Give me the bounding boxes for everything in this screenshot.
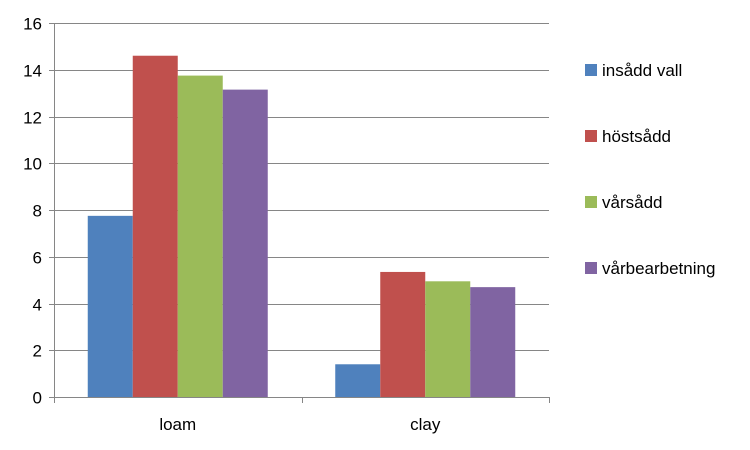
y-tick-label: 2 — [33, 342, 42, 361]
legend-label: insådd vall — [602, 61, 682, 80]
bar-loam-3 — [177, 75, 223, 397]
x-tick-labels: loam clay — [159, 415, 441, 434]
bar-loam-2 — [132, 55, 178, 397]
legend-label: vårsådd — [602, 193, 662, 212]
legend-swatch — [585, 262, 597, 274]
axes — [49, 23, 550, 403]
y-tick-label: 8 — [33, 202, 42, 221]
legend-swatch — [585, 64, 597, 76]
y-tick-label: 10 — [23, 155, 42, 174]
legend-label: höstsådd — [602, 127, 671, 146]
legend: insådd vall höstsådd vårsådd vårbearbetning — [585, 61, 715, 278]
x-tick-label: clay — [410, 415, 441, 434]
bar-loam-4 — [222, 89, 268, 398]
bar-clay-4 — [470, 287, 516, 397]
y-tick-label: 0 — [33, 389, 42, 408]
y-tick-label: 16 — [23, 15, 42, 34]
bar-loam-1 — [87, 215, 133, 397]
bar-clay-2 — [380, 271, 426, 397]
bars — [87, 55, 516, 398]
legend-swatch — [585, 196, 597, 208]
y-tick-label: 6 — [33, 249, 42, 268]
legend-label: vårbearbetning — [602, 259, 715, 278]
y-tick-label: 14 — [23, 62, 42, 81]
y-tick-labels: 0 2 4 6 8 10 12 14 16 — [23, 15, 42, 408]
y-tick-label: 12 — [23, 109, 42, 128]
y-tick-label: 4 — [33, 296, 42, 315]
bar-clay-3 — [425, 281, 471, 397]
bar-clay-1 — [335, 364, 381, 397]
x-tick-label: loam — [159, 415, 196, 434]
legend-swatch — [585, 130, 597, 142]
